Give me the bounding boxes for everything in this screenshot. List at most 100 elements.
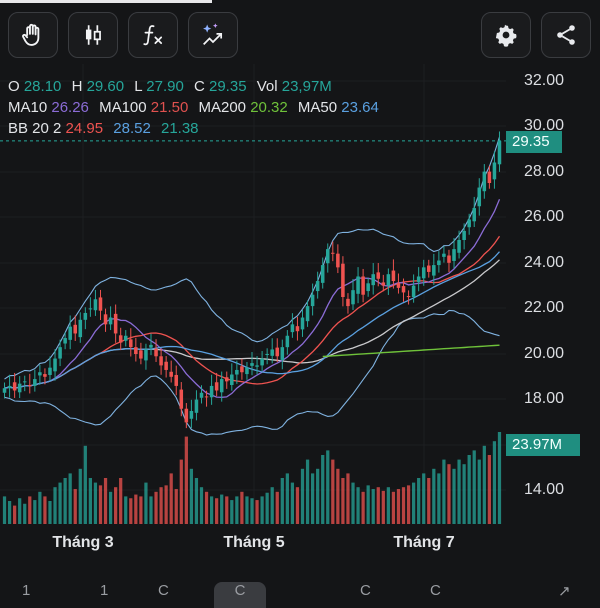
- volume-bar: [48, 501, 52, 524]
- price-axis[interactable]: 32.00 30.00 28.00 26.00 24.00 22.00 20.0…: [506, 0, 600, 530]
- candle-body: [265, 354, 269, 355]
- candle-body: [154, 348, 158, 357]
- volume-bar: [452, 468, 456, 524]
- volume-bar: [164, 485, 168, 524]
- candle-body: [482, 171, 487, 192]
- volume-bar: [209, 496, 214, 524]
- volume-bar: [462, 464, 466, 524]
- candle-body: [295, 326, 300, 332]
- expand-icon[interactable]: ↗: [558, 583, 571, 600]
- candle-body: [38, 372, 42, 376]
- timeframe-chip[interactable]: 1: [100, 582, 109, 599]
- timeframe-chip[interactable]: 1: [22, 582, 31, 599]
- volume-bar: [18, 498, 22, 524]
- volume-bar: [396, 489, 401, 524]
- timeframe-chip-active[interactable]: C: [214, 582, 266, 608]
- timeframe-chip[interactable]: C: [360, 582, 371, 599]
- gear-icon: [495, 24, 517, 47]
- candle-body: [184, 408, 189, 423]
- volume-bar: [7, 501, 12, 524]
- y-tick: 18.00: [524, 390, 565, 407]
- volume-bar: [53, 487, 57, 524]
- candle-body: [17, 383, 22, 393]
- low-value: 27.90: [146, 78, 184, 95]
- candle-body: [98, 297, 103, 311]
- candle-body: [78, 319, 83, 338]
- pan-tool-button[interactable]: [8, 12, 58, 58]
- volume-bar: [73, 489, 77, 524]
- volume-bar: [184, 436, 188, 524]
- candle-body: [12, 382, 17, 391]
- candle-body: [411, 285, 416, 297]
- volume-bar: [356, 487, 360, 524]
- candle-body: [275, 347, 280, 357]
- volume-bar: [316, 468, 320, 524]
- volume-bar: [225, 496, 229, 524]
- volume-bar: [215, 498, 219, 524]
- bb-upper-value: 28.52: [113, 120, 151, 137]
- volume-bar: [134, 494, 138, 524]
- candlestick-type-button[interactable]: [68, 12, 118, 58]
- volume-bar: [265, 492, 269, 524]
- candle-body: [179, 389, 184, 409]
- volume-bar: [235, 496, 239, 524]
- candle-body: [73, 324, 77, 334]
- timeframe-chip[interactable]: C: [158, 582, 169, 599]
- volume-bar: [275, 491, 279, 524]
- timeframe-chip[interactable]: C: [430, 582, 441, 599]
- volume-bar: [220, 494, 224, 524]
- candle-body: [336, 253, 340, 268]
- volume-bar: [139, 496, 143, 524]
- candle-body: [396, 282, 401, 288]
- candle-body: [310, 294, 315, 307]
- volume-bar: [149, 496, 153, 524]
- candle-body: [320, 265, 325, 283]
- candle-body: [28, 385, 32, 387]
- candle-body: [118, 335, 123, 343]
- volume-bar: [477, 459, 481, 524]
- candle-body: [113, 313, 118, 334]
- low-label: L: [134, 78, 143, 95]
- function-icon: [143, 25, 163, 46]
- candle-body: [123, 335, 128, 341]
- candle-body: [240, 366, 244, 373]
- volume-bar: [487, 455, 491, 524]
- candle-body: [139, 350, 143, 359]
- share-button[interactable]: [541, 12, 591, 58]
- volume-bar: [386, 487, 390, 524]
- candlestick-icon: [85, 25, 101, 45]
- candle-body: [103, 314, 108, 325]
- hand-icon: [22, 23, 40, 46]
- volume-label: Vol: [256, 78, 278, 95]
- candle-body: [325, 249, 330, 264]
- x-tick: Tháng 5: [223, 534, 285, 551]
- auto-trend-button[interactable]: [188, 12, 238, 58]
- candle-body: [33, 379, 37, 386]
- y-tick: 30.00: [524, 117, 565, 134]
- volume-bar: [300, 468, 305, 524]
- ma50-value: 23.64: [341, 99, 379, 116]
- volume-bar: [492, 441, 497, 524]
- volume-bar: [250, 498, 254, 524]
- volume-bar: [432, 468, 436, 524]
- volume-bar: [472, 450, 476, 524]
- volume-bar: [13, 505, 17, 524]
- candle-body: [315, 281, 320, 292]
- volume-bar: [103, 478, 108, 524]
- y-tick: 26.00: [524, 208, 565, 225]
- volume-bar: [93, 482, 98, 524]
- candle-body: [386, 274, 391, 286]
- volume-bar: [88, 478, 92, 524]
- candle-body: [159, 356, 163, 366]
- time-axis[interactable]: Tháng 3 Tháng 5 Tháng 7: [0, 534, 510, 558]
- volume-bar: [68, 473, 72, 524]
- ma10-label: MA10: [8, 99, 48, 116]
- indicator-button[interactable]: [128, 12, 178, 58]
- candle-body: [230, 374, 234, 386]
- x-tick: Tháng 3: [52, 534, 114, 551]
- settings-button[interactable]: [481, 12, 531, 58]
- high-label: H: [71, 78, 83, 95]
- volume-bar: [371, 489, 375, 524]
- candle-body: [341, 263, 345, 297]
